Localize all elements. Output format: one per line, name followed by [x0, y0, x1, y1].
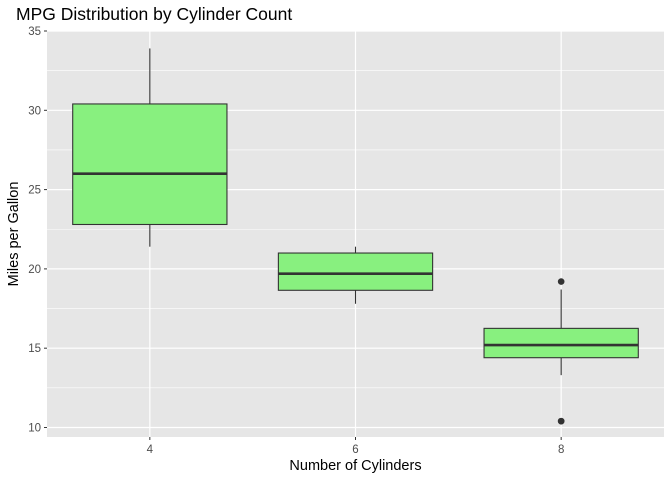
x-axis-ticks: 4 6 8 — [147, 437, 564, 456]
box-body — [277, 252, 434, 291]
y-tick-label: 15 — [28, 343, 41, 355]
x-tick-label: 4 — [147, 444, 154, 456]
chart-title: MPG Distribution by Cylinder Count — [16, 4, 292, 24]
x-axis-title: Number of Cylinders — [289, 458, 421, 474]
box-4 — [72, 48, 228, 247]
box-6 — [277, 246, 434, 304]
x-tick-label: 8 — [558, 444, 564, 456]
x-tick-label: 6 — [352, 444, 358, 456]
y-tick-label: 35 — [28, 26, 41, 38]
y-tick-label: 30 — [28, 105, 41, 117]
box-8 — [483, 278, 639, 425]
y-axis-ticks: 10 15 20 25 30 35 — [28, 26, 47, 434]
y-tick-label: 10 — [28, 422, 41, 434]
box-body — [483, 327, 639, 359]
y-axis-title: Miles per Gallon — [6, 182, 22, 287]
outlier-point — [557, 417, 565, 425]
y-tick-label: 20 — [28, 264, 41, 276]
y-tick-label: 25 — [28, 185, 41, 197]
box-body — [72, 103, 228, 226]
box-series — [72, 48, 639, 425]
outlier-point — [557, 278, 565, 285]
